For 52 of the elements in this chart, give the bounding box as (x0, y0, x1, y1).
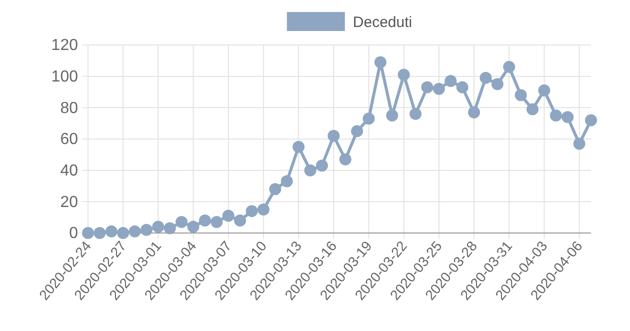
point (128, 225, 141, 238)
point (456, 81, 468, 94)
point (82, 227, 94, 239)
point (573, 138, 586, 150)
y-tick-label: 20 (60, 194, 78, 211)
point (585, 114, 597, 126)
point (351, 125, 364, 138)
point (550, 110, 562, 122)
point (246, 205, 258, 218)
point (187, 220, 200, 233)
point (176, 216, 188, 228)
y-tick-label: 40 (60, 162, 78, 180)
point (210, 216, 223, 228)
point (468, 106, 480, 118)
point (421, 81, 434, 94)
point (432, 82, 445, 95)
point (234, 214, 246, 226)
point (269, 183, 282, 196)
point (444, 75, 457, 88)
point (152, 220, 164, 233)
point (94, 227, 106, 239)
point (328, 130, 340, 142)
point (374, 56, 386, 68)
point (257, 204, 270, 216)
point (480, 72, 492, 84)
point (164, 222, 176, 234)
y-tick-label: 80 (60, 100, 78, 117)
point (105, 225, 118, 238)
point (339, 153, 352, 166)
point (140, 224, 152, 236)
point (526, 103, 539, 116)
point (292, 140, 305, 153)
point (538, 84, 550, 96)
point (503, 60, 516, 73)
legend-label: Deceduti (352, 14, 412, 31)
point (280, 175, 293, 188)
point (410, 108, 422, 120)
point (316, 160, 328, 172)
y-tick-label: 120 (51, 37, 78, 54)
y-tick-label: 60 (60, 131, 78, 148)
point (398, 68, 410, 81)
point (491, 78, 504, 90)
y-tick-label: 100 (51, 68, 78, 86)
y-tick-label: 0 (69, 225, 78, 242)
point (362, 112, 375, 125)
point (222, 210, 234, 222)
point (304, 164, 316, 176)
point (198, 214, 211, 226)
point (117, 227, 130, 239)
point (514, 89, 527, 102)
point (386, 110, 398, 122)
point (562, 111, 574, 124)
